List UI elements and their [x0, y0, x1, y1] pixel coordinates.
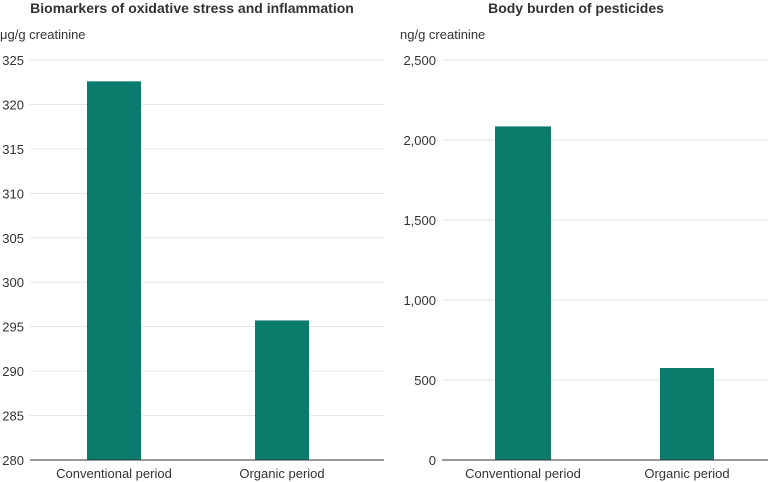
y-tick-label: 295 [2, 320, 24, 335]
y-tick-label: 280 [2, 453, 24, 468]
y-tick-label: 2,500 [403, 53, 436, 68]
y-tick-label: 305 [2, 231, 24, 246]
bar-organic [660, 368, 714, 460]
y-tick-label: 320 [2, 97, 24, 112]
y-tick-label: 315 [2, 142, 24, 157]
y-tick-label: 1,000 [403, 293, 436, 308]
x-tick-label: Conventional period [465, 466, 581, 481]
x-tick-label: Organic period [239, 466, 324, 481]
x-tick-label: Organic period [644, 466, 729, 481]
y-tick-label: 0 [429, 453, 436, 468]
bar-organic [255, 320, 309, 460]
y-tick-label: 300 [2, 275, 24, 290]
y-tick-label: 1,500 [403, 213, 436, 228]
y-tick-label: 325 [2, 53, 24, 68]
y-tick-label: 500 [414, 373, 436, 388]
y-tick-label: 285 [2, 409, 24, 424]
chart-title: Biomarkers of oxidative stress and infla… [30, 0, 354, 16]
bar-conventional [495, 126, 551, 461]
y-tick-label: 310 [2, 186, 24, 201]
x-tick-label: Conventional period [56, 466, 172, 481]
chart-title: Body burden of pesticides [488, 0, 664, 16]
y-axis-unit-label: ng/g creatinine [400, 27, 486, 42]
chart-panel-pesticides: Body burden of pesticides ng/g creatinin… [384, 0, 768, 482]
y-tick-label: 2,000 [403, 133, 436, 148]
bar-conventional [87, 81, 141, 460]
bar-chart-oxidative-stress: 280 285 290 295 300 305 310 315 320 325 Convention… [2, 53, 384, 481]
bar-chart-pesticides: 0 500 1,000 1,500 2,000 2,500 Conventional per… [403, 53, 768, 481]
y-tick-label: 290 [2, 364, 24, 379]
chart-panel-oxidative-stress: Biomarkers of oxidative stress and infla… [0, 0, 384, 481]
y-axis-unit-label: μg/g creatinine [0, 27, 86, 42]
